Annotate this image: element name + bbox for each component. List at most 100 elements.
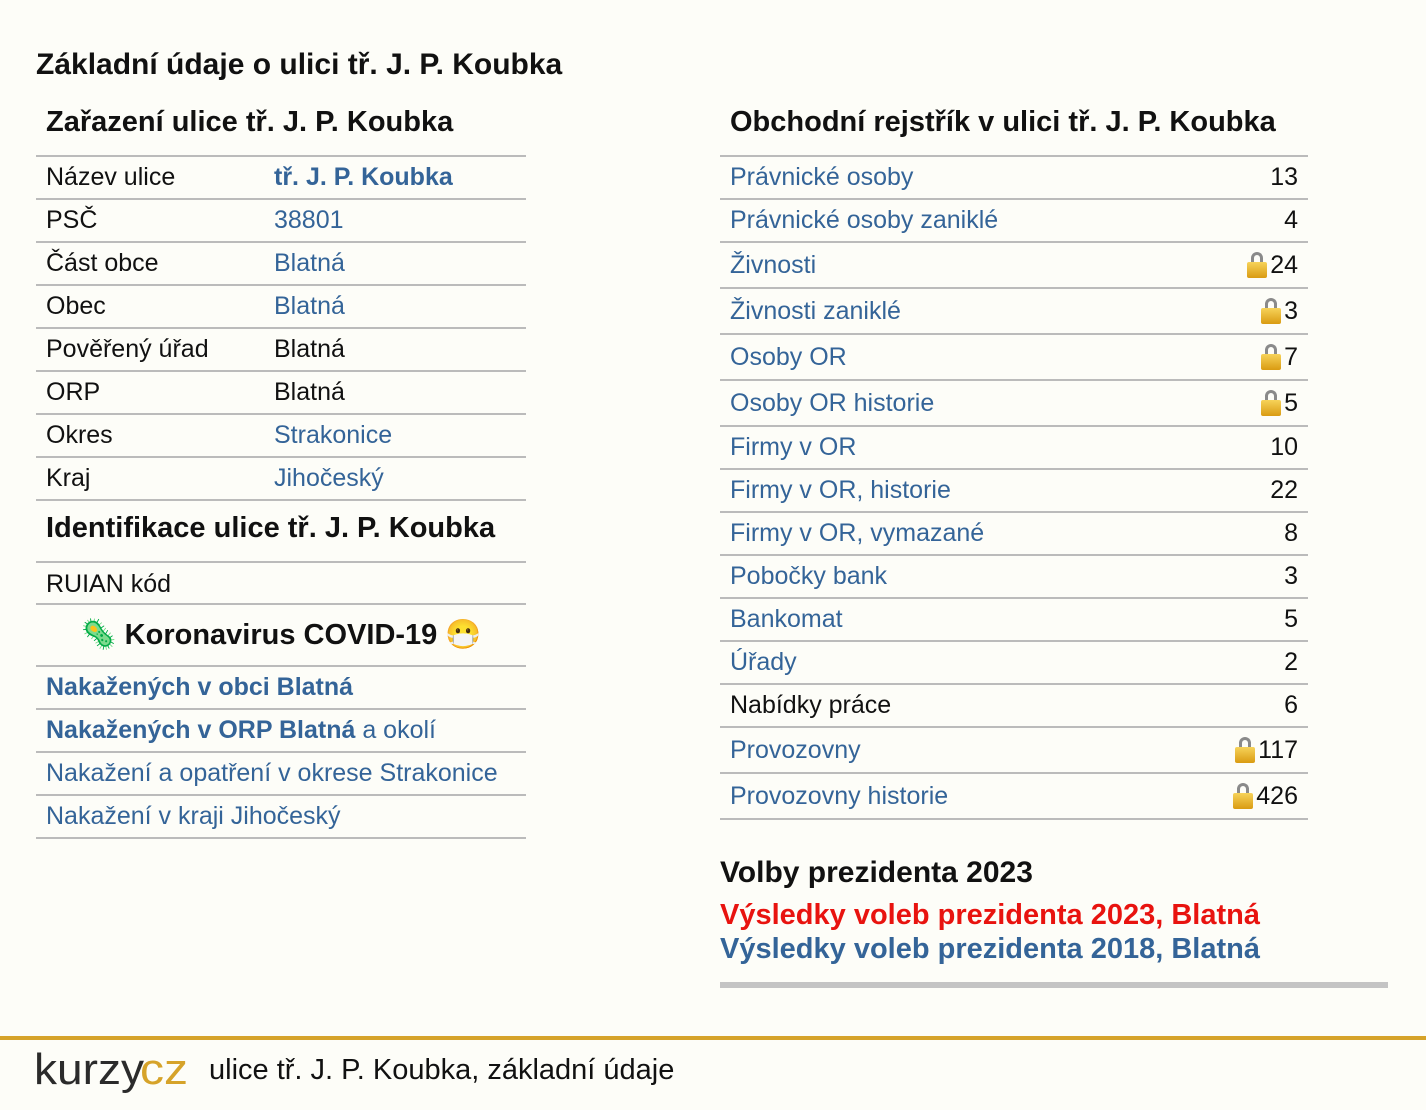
table-row: Právnické osoby 13 — [720, 157, 1308, 200]
rejstrik-row-label[interactable]: Právnické osoby zaniklé — [730, 206, 999, 234]
rejstrik-row-count: 4 — [1284, 206, 1298, 235]
rejstrik-row-count: 117 — [1235, 736, 1298, 765]
row-label: ORP — [46, 378, 101, 406]
table-row: PSČ 38801 — [36, 200, 526, 243]
count-value: 7 — [1284, 342, 1298, 371]
rejstrik-row-count: 3 — [1261, 297, 1298, 326]
rejstrik-row-label: Nabídky práce — [730, 691, 892, 719]
rejstrik-row-count: 13 — [1270, 163, 1298, 192]
table-row: Firmy v OR 10 — [720, 427, 1308, 470]
table-row: Provozovny 117 — [720, 728, 1308, 774]
table-row: Živnosti zaniklé 3 — [720, 289, 1308, 335]
covid-link-row: Nakažených v obci Blatná — [36, 667, 526, 710]
covid-title: 🦠 Koronavirus COVID-19 😷 — [36, 605, 526, 667]
table-row: Úřady 2 — [720, 642, 1308, 685]
lock-body — [1233, 793, 1254, 809]
obec-link[interactable]: Blatná — [274, 292, 345, 320]
row-label: Část obce — [46, 249, 159, 277]
psc-link[interactable]: 38801 — [274, 206, 344, 234]
table-row: Firmy v OR, historie 22 — [720, 470, 1308, 513]
rejstrik-row-label[interactable]: Bankomat — [730, 605, 843, 633]
covid-link-row: Nakažených v ORP Blatná a okolí — [36, 710, 526, 753]
table-row: Pověřený úřad Blatná — [36, 329, 526, 372]
lock-body — [1261, 400, 1282, 416]
volby-2023-link[interactable]: Výsledky voleb prezidenta 2023, Blatná — [720, 899, 1260, 931]
volby-2018-link[interactable]: Výsledky voleb prezidenta 2018, Blatná — [720, 933, 1260, 965]
covid-obec-link[interactable]: Nakažených v obci Blatná — [46, 673, 354, 701]
lock-icon — [1235, 737, 1256, 763]
lock-body — [1261, 308, 1282, 324]
row-label: Obec — [46, 292, 106, 320]
zarazeni-title: Zařazení ulice tř. J. P. Koubka — [46, 106, 454, 138]
rejstrik-row-label[interactable]: Pobočky bank — [730, 562, 888, 590]
footer: kurzy cz ulice tř. J. P. Koubka, základn… — [0, 1040, 1426, 1110]
count-value: 426 — [1256, 781, 1298, 810]
rejstrik-row-label[interactable]: Právnické osoby — [730, 163, 914, 191]
okres-link[interactable]: Strakonice — [274, 421, 393, 449]
rejstrik-row-count: 22 — [1270, 476, 1298, 505]
lock-icon — [1261, 390, 1282, 416]
lock-icon — [1233, 783, 1254, 809]
street-name-link[interactable]: tř. J. P. Koubka — [274, 163, 453, 191]
count-value: 13 — [1270, 163, 1298, 191]
lock-shackle — [1265, 390, 1278, 404]
table-row: Část obce Blatná — [36, 243, 526, 286]
rejstrik-title: Obchodní rejstřík v ulici tř. J. P. Koub… — [730, 106, 1276, 138]
lock-body — [1247, 262, 1268, 278]
count-value: 2 — [1284, 648, 1298, 676]
kurzycz-logo[interactable]: kurzy cz — [34, 1046, 194, 1094]
count-value: 117 — [1258, 735, 1298, 764]
rejstrik-row-label[interactable]: Firmy v OR, vymazané — [730, 519, 985, 547]
covid-orp-suffix[interactable]: a okolí — [355, 716, 436, 744]
lock-shackle — [1265, 344, 1278, 358]
count-value: 8 — [1284, 519, 1298, 547]
rejstrik-row-label[interactable]: Osoby OR — [730, 342, 847, 371]
table-row: Právnické osoby zaniklé 4 — [720, 200, 1308, 243]
covid-orp-link[interactable]: Nakažených v ORP Blatná — [46, 716, 356, 744]
covid-kraj-link[interactable]: Nakažení v kraji Jihočeský — [36, 796, 526, 839]
rejstrik-row-label[interactable]: Provozovny historie — [730, 781, 949, 810]
table-row: Provozovny historie 426 — [720, 774, 1308, 820]
row-label: Název ulice — [46, 163, 176, 191]
table-row: ORP Blatná — [36, 372, 526, 415]
row-label: PSČ — [46, 206, 98, 234]
lock-body — [1261, 354, 1282, 370]
rejstrik-row-label[interactable]: Živnosti zaniklé — [730, 296, 901, 325]
lock-icon — [1261, 298, 1282, 324]
cast-obce-link[interactable]: Blatná — [274, 249, 345, 277]
rejstrik-table: Právnické osoby 13 Právnické osoby zaniklé… — [720, 155, 1308, 820]
kraj-link[interactable]: Jihočeský — [274, 464, 384, 492]
rejstrik-row-label[interactable]: Provozovny — [730, 735, 861, 764]
right-column: Obchodní rejstřík v ulici tř. J. P. Koub… — [720, 100, 1308, 820]
rejstrik-row-label[interactable]: Firmy v OR — [730, 433, 857, 461]
rejstrik-row-count: 426 — [1233, 782, 1298, 811]
count-value: 3 — [1284, 296, 1298, 325]
table-row: Bankomat 5 — [720, 599, 1308, 642]
rejstrik-row-count: 5 — [1284, 605, 1298, 634]
table-row: Kraj Jihočeský — [36, 458, 526, 501]
count-value: 4 — [1284, 206, 1298, 234]
rejstrik-row-label[interactable]: Úřady — [730, 648, 797, 676]
count-value: 5 — [1284, 388, 1298, 417]
logo-text-cz: cz — [140, 1046, 188, 1094]
lock-icon — [1247, 252, 1268, 278]
volby-section: Volby prezidenta 2023 Výsledky voleb pre… — [720, 852, 1388, 988]
table-row: Osoby OR historie 5 — [720, 381, 1308, 427]
poverene-urad-value: Blatná — [274, 335, 345, 363]
count-value: 5 — [1284, 605, 1298, 633]
logo-text: kurzy — [34, 1046, 144, 1094]
lock-shackle — [1237, 783, 1250, 797]
rejstrik-row-label[interactable]: Živnosti — [730, 250, 817, 279]
table-row: Firmy v OR, vymazané 8 — [720, 513, 1308, 556]
rejstrik-row-label[interactable]: Firmy v OR, historie — [730, 476, 951, 504]
footer-divider — [0, 1036, 1426, 1040]
rejstrik-row-count: 5 — [1261, 389, 1298, 418]
rejstrik-row-label[interactable]: Osoby OR historie — [730, 388, 935, 417]
covid-okres-link[interactable]: Nakažení a opatření v okrese Strakonice — [36, 753, 526, 796]
footer-text: ulice tř. J. P. Koubka, základní údaje — [209, 1054, 675, 1086]
table-row: Název ulice tř. J. P. Koubka — [36, 157, 526, 200]
identifikace-title: Identifikace ulice tř. J. P. Koubka — [46, 512, 496, 544]
table-row: Nabídky práce 6 — [720, 685, 1308, 728]
row-label: Kraj — [46, 464, 91, 492]
